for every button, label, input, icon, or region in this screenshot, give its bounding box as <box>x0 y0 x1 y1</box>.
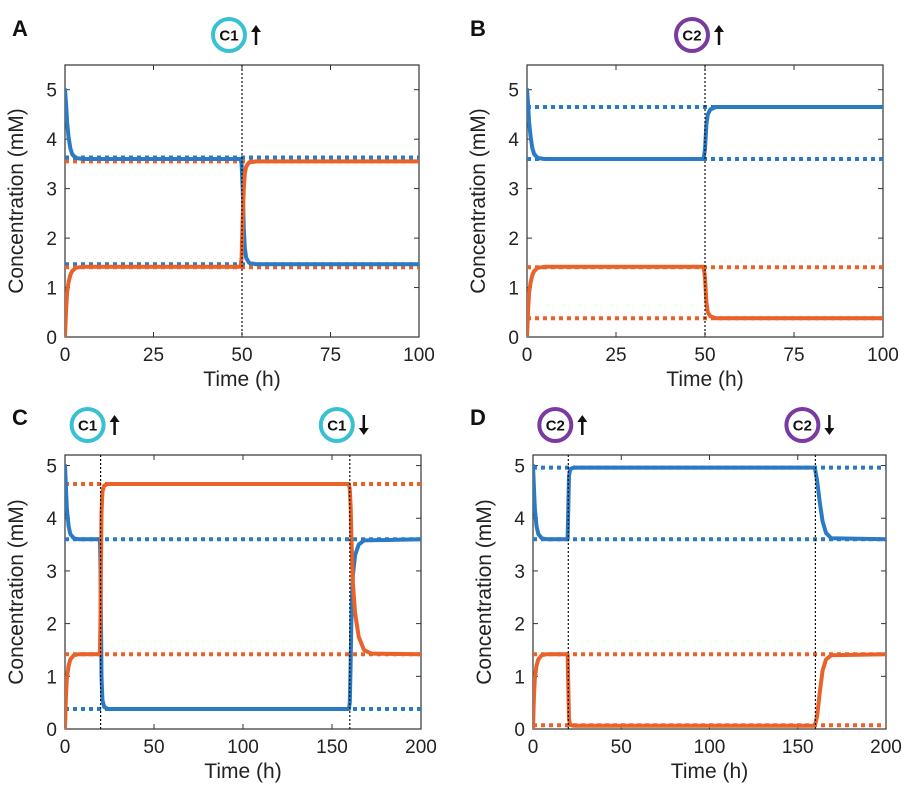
blue-series-line <box>65 87 419 267</box>
x-axis-label: Time (h) <box>204 760 281 783</box>
y-tick-label: 4 <box>514 509 525 530</box>
event-badge: C1 <box>69 407 120 443</box>
y-tick-label: 4 <box>508 130 519 151</box>
y-tick-label: 3 <box>46 562 57 583</box>
y-tick-label: 1 <box>514 667 525 688</box>
x-tick-label: 25 <box>605 345 626 366</box>
y-tick-label: 5 <box>514 457 525 478</box>
x-tick-label: 50 <box>231 345 252 366</box>
event-badge-ring <box>69 407 106 443</box>
x-tick-label: 200 <box>870 737 902 758</box>
plot-frame <box>532 454 887 730</box>
x-axis-label: Time (h) <box>671 760 748 783</box>
x-tick-label: 100 <box>403 345 435 366</box>
y-tick-label: 0 <box>508 328 519 349</box>
x-axis-label: Time (h) <box>666 368 743 391</box>
y-axis-label: Concentration (mM) <box>5 108 28 294</box>
x-tick-label: 25 <box>143 345 164 366</box>
event-badge: C2 <box>784 407 835 443</box>
event-badge-ring <box>537 407 574 443</box>
y-tick-label: 0 <box>514 720 525 741</box>
panel-letter: B <box>470 16 486 41</box>
x-tick-label: 75 <box>783 345 804 366</box>
event-badge-ring <box>211 17 247 53</box>
event-badge-label: C1 <box>219 28 238 45</box>
x-tick-label: 150 <box>782 737 814 758</box>
event-badge-label: C2 <box>682 28 701 45</box>
arrow-up-head-icon <box>251 25 261 32</box>
y-tick-label: 3 <box>508 180 519 201</box>
x-tick-label: 100 <box>694 737 726 758</box>
x-axis-label: Time (h) <box>203 368 280 391</box>
orange-series-line <box>65 159 419 337</box>
y-tick-label: 5 <box>46 81 57 102</box>
event-badge: C2 <box>537 407 588 443</box>
arrow-down-head-icon <box>358 428 369 435</box>
event-badge-label: C2 <box>546 418 565 435</box>
arrow-down-head-icon <box>824 428 835 435</box>
event-badge: C1 <box>318 407 369 443</box>
panel-letter: C <box>12 405 28 430</box>
x-tick-label: 50 <box>143 737 164 758</box>
y-axis-label: Concentration (mM) <box>5 499 28 685</box>
blue-series-line <box>527 87 883 161</box>
y-tick-label: 3 <box>46 180 57 201</box>
orange-series-line <box>65 482 421 729</box>
y-tick-label: 2 <box>46 615 57 636</box>
panel-letter: D <box>470 405 486 430</box>
y-tick-label: 1 <box>508 279 519 300</box>
x-tick-label: 0 <box>528 737 539 758</box>
y-tick-label: 0 <box>46 720 57 741</box>
arrow-up-head-icon <box>714 25 724 32</box>
event-badge-ring <box>318 407 355 443</box>
x-tick-label: 50 <box>611 737 632 758</box>
panel-letter: A <box>12 16 28 41</box>
orange-series-line <box>533 652 886 729</box>
plot-area <box>533 463 886 729</box>
y-tick-label: 1 <box>46 279 57 300</box>
y-tick-label: 0 <box>46 328 57 349</box>
blue-series-line <box>533 463 886 542</box>
x-tick-label: 200 <box>405 737 437 758</box>
y-axis-label: Concentration (mM) <box>467 108 490 294</box>
y-tick-label: 5 <box>46 457 57 478</box>
y-tick-label: 5 <box>508 81 519 102</box>
orange-series-line <box>527 264 883 337</box>
y-tick-label: 2 <box>508 229 519 250</box>
event-badge-label: C1 <box>327 418 346 435</box>
x-tick-label: 50 <box>694 345 715 366</box>
y-tick-label: 3 <box>514 562 525 583</box>
x-tick-label: 0 <box>60 737 71 758</box>
x-tick-label: 100 <box>227 737 259 758</box>
x-tick-label: 150 <box>316 737 348 758</box>
x-tick-label: 75 <box>320 345 341 366</box>
y-tick-label: 1 <box>46 667 57 688</box>
y-tick-label: 2 <box>514 615 525 636</box>
event-badge-ring <box>674 17 710 53</box>
y-tick-label: 4 <box>46 509 57 530</box>
event-badge: C2 <box>674 17 724 53</box>
y-tick-label: 2 <box>46 229 57 250</box>
arrow-up-head-icon <box>109 415 120 422</box>
event-badge-ring <box>784 407 821 443</box>
x-tick-label: 100 <box>867 345 899 366</box>
y-tick-label: 4 <box>46 130 57 151</box>
event-badge: C1 <box>211 17 261 53</box>
y-axis-label: Concentration (mM) <box>473 499 496 685</box>
event-badge-label: C1 <box>78 418 97 435</box>
x-tick-label: 0 <box>60 345 71 366</box>
plot-area <box>65 463 421 729</box>
event-badge-label: C2 <box>793 418 812 435</box>
x-tick-label: 0 <box>522 345 533 366</box>
arrow-up-head-icon <box>577 415 588 422</box>
plot-frame <box>64 454 422 730</box>
